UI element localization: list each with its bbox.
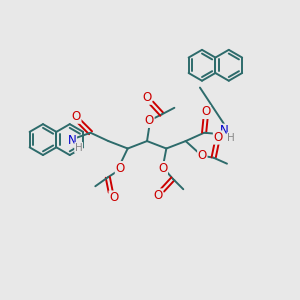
Text: O: O: [72, 110, 81, 123]
Text: H: H: [227, 133, 235, 143]
Text: N: N: [220, 124, 229, 137]
Text: O: O: [109, 191, 119, 204]
Text: O: O: [116, 162, 124, 175]
Text: N: N: [68, 134, 76, 147]
Text: H: H: [75, 142, 83, 153]
Text: O: O: [198, 149, 207, 162]
Text: O: O: [145, 114, 154, 128]
Text: O: O: [142, 91, 152, 104]
Text: O: O: [201, 106, 210, 118]
Text: O: O: [153, 189, 163, 202]
Text: O: O: [213, 131, 223, 144]
Text: O: O: [158, 162, 167, 175]
